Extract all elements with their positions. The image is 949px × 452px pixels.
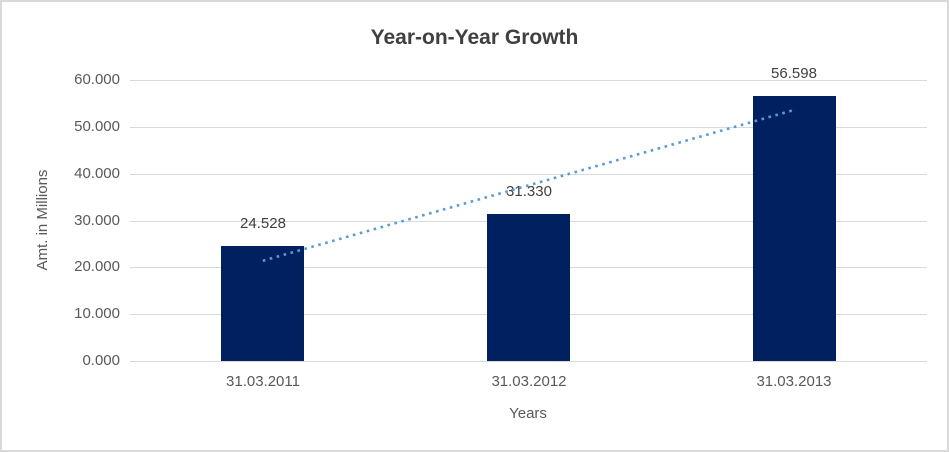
y-tick-label: 50.000 (74, 118, 120, 135)
x-tick-label: 31.03.2013 (756, 373, 832, 390)
bar-value-label: 56.598 (771, 65, 817, 82)
y-tick-label: 40.000 (74, 165, 120, 182)
y-tick-label: 60.000 (74, 71, 120, 88)
y-gridline (130, 361, 927, 362)
y-gridline (130, 80, 927, 81)
x-tick-label: 31.03.2012 (491, 373, 567, 390)
y-tick-label: 10.000 (74, 305, 120, 322)
bar-31.03.2012 (487, 214, 570, 361)
y-tick-label: 20.000 (74, 258, 120, 275)
chart-title: Year-on-Year Growth (370, 26, 579, 49)
bar-31.03.2011 (221, 246, 304, 361)
x-tick-label: 31.03.2011 (226, 373, 300, 390)
bar-value-label: 31.330 (506, 183, 552, 200)
bar-31.03.2013 (753, 96, 836, 361)
y-tick-label: 30.000 (74, 212, 120, 229)
y-tick-label: 0.000 (82, 352, 120, 369)
bar-value-label: 24.528 (240, 215, 286, 232)
x-axis-title: Years (509, 405, 547, 422)
